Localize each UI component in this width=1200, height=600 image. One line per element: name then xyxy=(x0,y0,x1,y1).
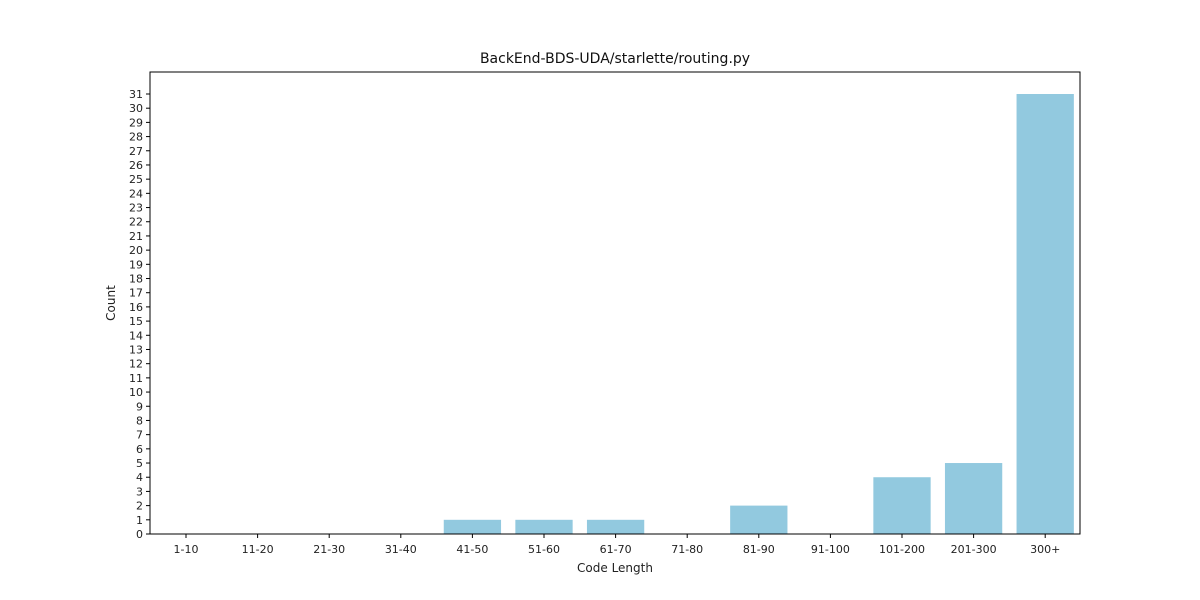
x-tick-label: 51-60 xyxy=(528,543,560,556)
y-tick-label: 0 xyxy=(136,528,143,541)
y-tick-label: 20 xyxy=(129,244,143,257)
y-tick-label: 2 xyxy=(136,500,143,513)
y-tick-label: 25 xyxy=(129,173,143,186)
y-tick-label: 21 xyxy=(129,230,143,243)
y-tick-label: 3 xyxy=(136,485,143,498)
x-tick-label: 201-300 xyxy=(951,543,997,556)
y-tick-label: 11 xyxy=(129,372,143,385)
y-tick-label: 6 xyxy=(136,443,143,456)
y-tick-label: 30 xyxy=(129,102,143,115)
y-tick-label: 16 xyxy=(129,301,143,314)
x-tick-label: 31-40 xyxy=(385,543,417,556)
y-tick-label: 1 xyxy=(136,514,143,527)
y-axis-ticks: 0123456789101112131415161718192021222324… xyxy=(129,88,150,541)
x-tick-label: 61-70 xyxy=(600,543,632,556)
x-axis-label: Code Length xyxy=(577,561,653,575)
y-tick-label: 10 xyxy=(129,386,143,399)
y-tick-label: 15 xyxy=(129,315,143,328)
y-tick-label: 24 xyxy=(129,187,143,200)
y-axis-label: Count xyxy=(104,285,118,321)
y-tick-label: 13 xyxy=(129,343,143,356)
x-tick-label: 91-100 xyxy=(811,543,850,556)
bar-61-70 xyxy=(586,519,645,534)
x-tick-label: 101-200 xyxy=(879,543,925,556)
x-tick-label: 11-20 xyxy=(242,543,274,556)
y-tick-label: 17 xyxy=(129,287,143,300)
bar-300+ xyxy=(1016,94,1074,534)
bar-51-60 xyxy=(515,519,573,534)
x-tick-label: 71-80 xyxy=(671,543,703,556)
y-tick-label: 14 xyxy=(129,329,143,342)
bar-201-300 xyxy=(944,463,1003,534)
x-tick-label: 41-50 xyxy=(456,543,488,556)
y-tick-label: 19 xyxy=(129,258,143,271)
y-tick-label: 31 xyxy=(129,88,143,101)
y-tick-label: 28 xyxy=(129,131,143,144)
x-tick-label: 1-10 xyxy=(174,543,199,556)
y-tick-label: 27 xyxy=(129,145,143,158)
y-tick-label: 18 xyxy=(129,273,143,286)
y-tick-label: 7 xyxy=(136,429,143,442)
chart-title: BackEnd-BDS-UDA/starlette/routing.py xyxy=(480,51,750,67)
x-axis-ticks: 1-10 11-20 21-30 31-40 41-50 51-60 61-70 71-80 8… xyxy=(174,534,1060,556)
y-tick-label: 4 xyxy=(136,471,143,484)
x-tick-label: 81-90 xyxy=(743,543,775,556)
y-tick-label: 29 xyxy=(129,116,143,129)
bar-81-90 xyxy=(730,505,788,534)
plot-frame xyxy=(149,71,1081,535)
x-tick-label: 300+ xyxy=(1030,543,1060,556)
y-tick-label: 5 xyxy=(136,457,143,470)
bar-101-200 xyxy=(873,477,931,534)
y-tick-label: 12 xyxy=(129,358,143,371)
x-tick-label: 21-30 xyxy=(313,543,345,556)
y-tick-label: 22 xyxy=(129,216,143,229)
bar-41-50 xyxy=(443,519,502,534)
y-tick-label: 23 xyxy=(129,202,143,215)
y-tick-label: 8 xyxy=(136,414,143,427)
y-tick-label: 9 xyxy=(136,400,143,413)
y-tick-label: 26 xyxy=(129,159,143,172)
bars-group xyxy=(443,94,1074,534)
